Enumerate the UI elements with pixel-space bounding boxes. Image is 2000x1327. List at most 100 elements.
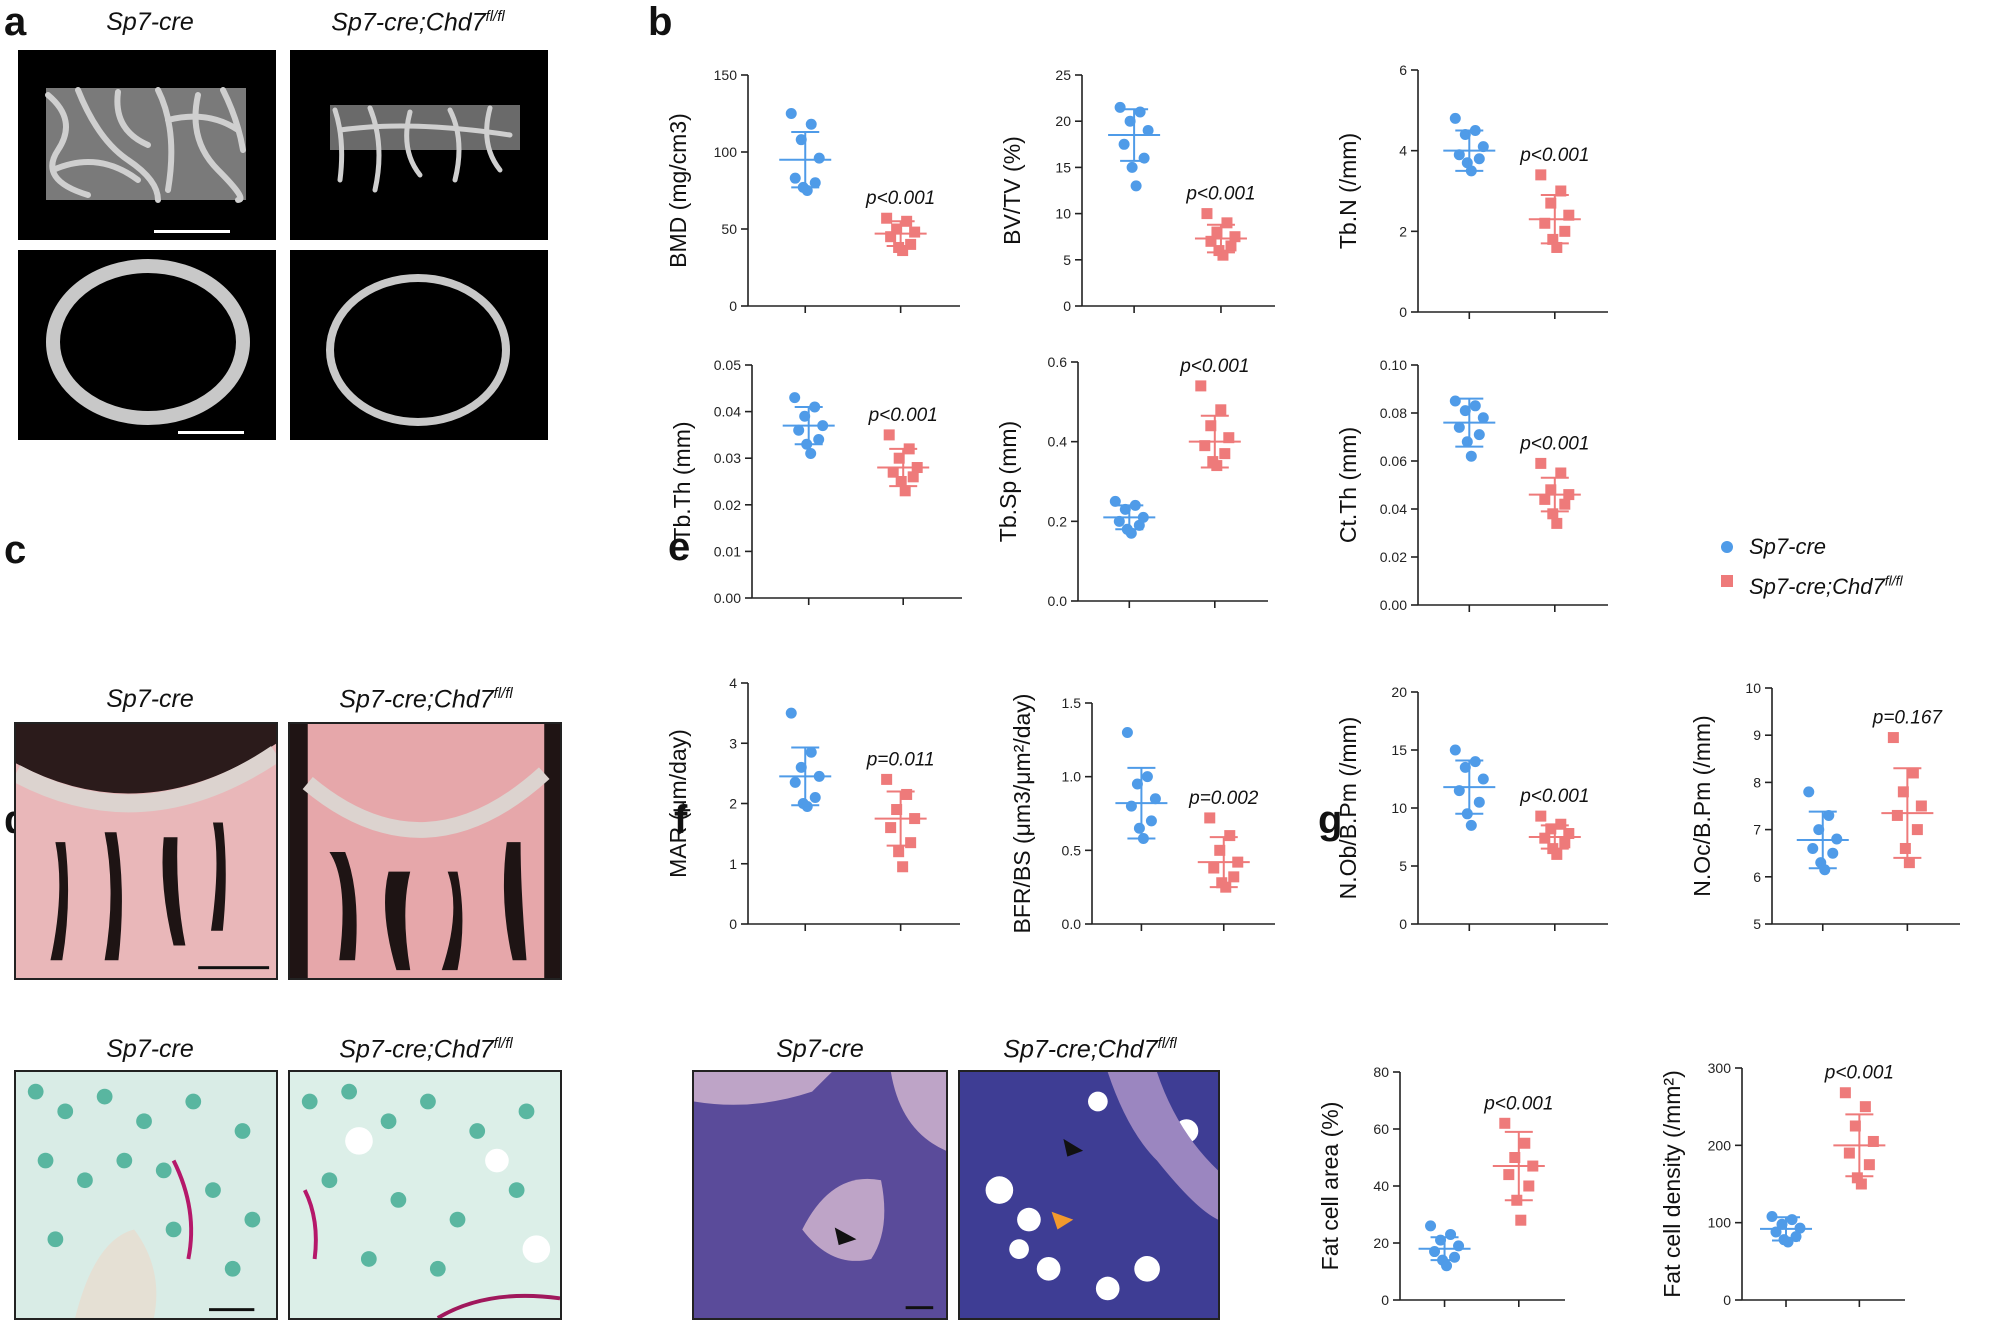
bfr-point-ko-0	[1204, 812, 1216, 824]
bfr-point-ctrl-2	[1131, 778, 1143, 790]
fatdens-y-axis-label: Fat cell density (/mm²)	[1659, 1070, 1685, 1297]
tbsp-point-ctrl-5	[1133, 519, 1145, 531]
noc-point-ctrl-5	[1827, 847, 1839, 859]
vonkossa-control	[14, 722, 278, 980]
ctth-y-tick-label-3: 0.06	[1380, 453, 1407, 469]
fatdens-point-ko-4	[1843, 1147, 1855, 1159]
tbn-point-ko-2	[1545, 197, 1557, 209]
bfr-p-value: p=0.002	[1188, 788, 1259, 809]
ctth-point-ctrl-4	[1453, 421, 1465, 433]
tbth-y-tick-label-0: 0.00	[714, 590, 741, 606]
tbth-y-tick-label-2: 0.02	[714, 497, 741, 513]
bfr-point-ko-1	[1224, 830, 1236, 842]
bmd-point-ko-1	[901, 215, 913, 227]
tbn-y-tick-label-2: 4	[1399, 143, 1407, 159]
ctth-point-ctrl-6	[1461, 436, 1473, 448]
ctth-point-ctrl-5	[1473, 429, 1485, 441]
tbth-point-ko-6	[895, 476, 907, 487]
bmd-point-ctrl-7	[801, 185, 813, 196]
fatarea-y-axis-label: Fat cell area (%)	[1317, 1102, 1343, 1271]
bvtv-y-tick-label-3: 15	[1055, 159, 1071, 175]
bfr-point-ctrl-3	[1149, 793, 1161, 805]
tbsp-point-ko-1	[1215, 404, 1227, 416]
fatdens-point-ctrl-3	[1794, 1222, 1806, 1234]
tbsp-point-ctrl-2	[1119, 503, 1131, 515]
fatarea-y-tick-label-2: 40	[1373, 1178, 1389, 1194]
bfr-y-tick-label-1: 0.5	[1062, 842, 1082, 858]
tbsp-point-ctrl-0	[1109, 495, 1121, 507]
tbth-point-ctrl-4	[793, 424, 805, 436]
legend-label-control: Sp7-cre	[1749, 534, 1827, 559]
noc-point-ctrl-4	[1807, 842, 1819, 854]
panel-f-caption-control: Sp7-cre	[776, 1035, 864, 1063]
tbth-point-ctrl-2	[799, 410, 811, 422]
fatdens-y-tick-label-0: 0	[1723, 1292, 1731, 1308]
bvtv-point-ko-1	[1221, 217, 1233, 229]
bfr-point-ctrl-6	[1133, 822, 1145, 834]
mar-point-ko-3	[909, 813, 921, 825]
fatarea-point-ko-5	[1523, 1180, 1535, 1192]
bmd-y-tick-label-0: 0	[729, 298, 737, 314]
tbsp-y-tick-label-0: 0.0	[1048, 593, 1068, 609]
bfr-point-ctrl-1	[1141, 771, 1153, 783]
ctth-y-tick-label-4: 0.08	[1380, 405, 1407, 421]
fatarea-y-tick-label-1: 20	[1373, 1235, 1389, 1251]
fatdens-point-ctrl-2	[1776, 1218, 1788, 1230]
trap-stain-control	[14, 1070, 278, 1320]
bmd-y-tick-label-3: 150	[714, 67, 738, 83]
tbth-point-ctrl-0	[789, 392, 801, 404]
tbn-point-ctrl-4	[1453, 149, 1465, 161]
ctth-point-ko-5	[1559, 498, 1571, 510]
tbth-point-ko-7	[899, 485, 911, 497]
microct-trabecular-knockout	[290, 50, 548, 240]
mar-p-value: p=0.011	[866, 749, 935, 770]
fatdens-point-ctrl-0	[1766, 1210, 1778, 1222]
mar-point-ko-4	[885, 822, 897, 834]
legend-marker-knockout	[1721, 575, 1733, 587]
nob-y-tick-label-3: 15	[1391, 742, 1407, 758]
ctth-y-tick-label-1: 0.02	[1380, 549, 1407, 565]
noc-point-ko-7	[1903, 857, 1915, 869]
bvtv-point-ctrl-0	[1114, 101, 1126, 113]
nob-point-ctrl-6	[1461, 808, 1473, 820]
ctth-point-ctrl-0	[1449, 395, 1461, 407]
noc-point-ko-1	[1907, 767, 1919, 779]
noc-y-tick-label-0: 5	[1753, 916, 1761, 932]
noc-point-ctrl-3	[1831, 833, 1843, 845]
nob-point-ko-0	[1535, 810, 1547, 822]
tbsp-p-value: p<0.001	[1179, 356, 1249, 377]
noc-y-axis-label: N.Oc/B.Pm (/mm)	[1689, 715, 1715, 896]
noc-point-ko-5	[1911, 824, 1923, 836]
tbsp-point-ko-4	[1199, 440, 1211, 452]
bfr-point-ko-5	[1228, 871, 1240, 883]
noc-p-value: p=0.167	[1872, 708, 1944, 729]
bvtv-point-ctrl-6	[1126, 161, 1138, 173]
tbsp-y-tick-label-2: 0.4	[1048, 434, 1068, 450]
bfr-y-tick-label-3: 1.5	[1062, 695, 1082, 711]
panel-a-title-knockout: Sp7-cre;Chd7fl/fl	[331, 8, 505, 37]
fatdens-y-tick-label-2: 200	[1708, 1137, 1732, 1153]
nob-point-ctrl-2	[1459, 761, 1471, 773]
nob-point-ko-7	[1551, 848, 1563, 860]
tbth-point-ko-5	[907, 471, 919, 483]
bmd-point-ctrl-0	[785, 108, 797, 119]
bvtv-y-tick-label-1: 5	[1063, 252, 1071, 268]
mar-y-tick-label-0: 0	[729, 916, 737, 932]
bfr-point-ko-7	[1220, 881, 1232, 893]
fatdens-point-ctrl-7	[1782, 1236, 1794, 1248]
panel-a-title-control: Sp7-cre	[106, 8, 194, 36]
tbsp-point-ctrl-1	[1129, 499, 1141, 511]
legend-item-control: Sp7-cre	[1715, 530, 1903, 564]
he-stain-control	[692, 1070, 948, 1320]
bvtv-point-ko-4	[1205, 235, 1217, 247]
fatdens-point-ko-6	[1851, 1172, 1863, 1184]
legend-label-knockout: Sp7-cre;Chd7fl/fl	[1749, 573, 1903, 600]
mar-point-ctrl-3	[813, 770, 825, 782]
bmd-point-ctrl-6	[797, 181, 809, 193]
panel-label-c: c	[4, 528, 27, 572]
noc-y-tick-label-3: 8	[1753, 774, 1761, 790]
bvtv-point-ctrl-5	[1138, 152, 1150, 164]
tbsp-y-tick-label-3: 0.6	[1048, 354, 1068, 370]
fatdens-point-ctrl-6	[1778, 1234, 1790, 1246]
ctth-point-ko-2	[1545, 484, 1557, 496]
